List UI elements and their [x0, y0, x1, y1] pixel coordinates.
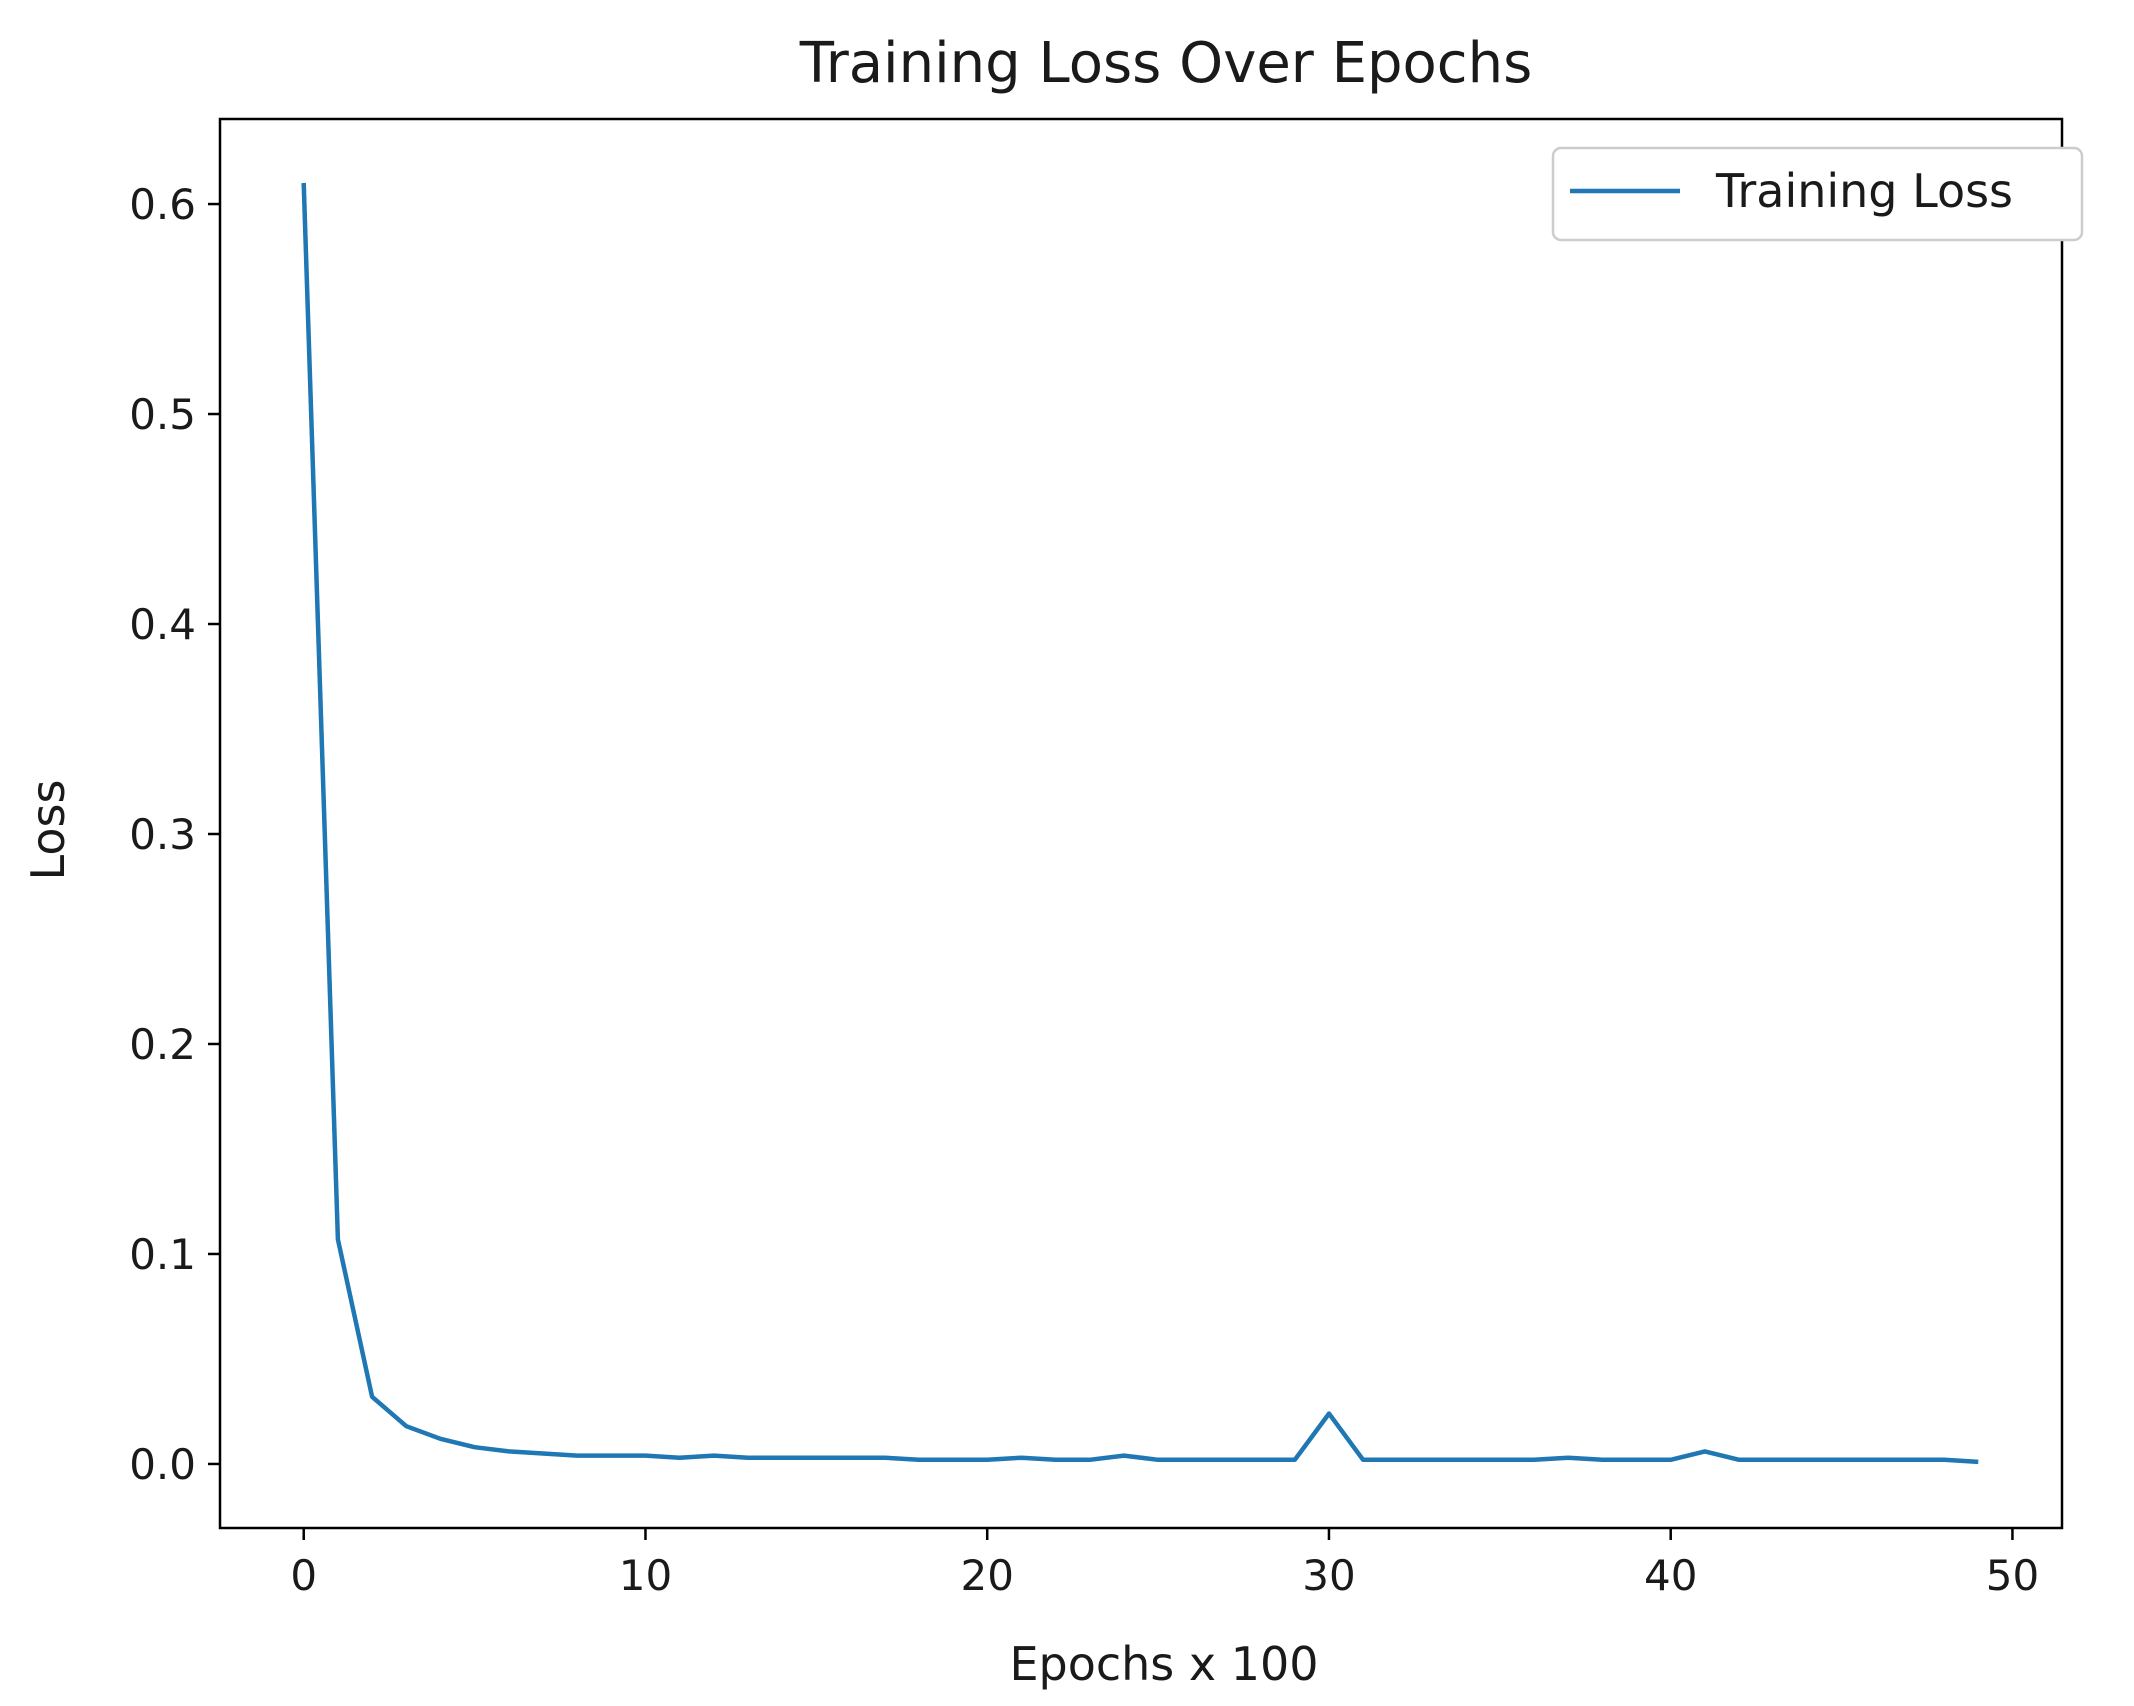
y-tick-label: 0.3	[129, 810, 196, 859]
series-layer	[301, 182, 1979, 1465]
x-tick-label: 40	[1644, 1551, 1697, 1600]
y-tick-label: 0.2	[129, 1020, 196, 1069]
plot-area	[218, 117, 2064, 1530]
axes-frame	[218, 117, 2064, 1530]
x-tick-label: 20	[960, 1551, 1013, 1600]
x-tick-label: 10	[619, 1551, 672, 1600]
y-tick-label: 0.5	[129, 390, 196, 439]
x-tick-label: 50	[1986, 1551, 2039, 1600]
y-tick-label: 0.0	[129, 1440, 196, 1489]
y-tick-label: 0.1	[129, 1230, 196, 1279]
x-tick-label: 0	[290, 1551, 317, 1600]
y-tick-label: 0.4	[129, 600, 196, 649]
legend-box	[1551, 146, 2084, 242]
x-axis-label: Epochs x 100	[1009, 1637, 1318, 1691]
y-axis-label: Loss	[21, 780, 75, 881]
x-tick-label: 30	[1302, 1551, 1355, 1600]
y-axis: 0.0 0.1 0.2 0.3 0.4 0.5 0.6	[129, 180, 220, 1489]
chart-title: Training Loss Over Epochs	[799, 31, 1533, 96]
y-tick-label: 0.6	[129, 180, 196, 229]
legend: Training Loss	[1551, 146, 2084, 242]
series-line-training-loss	[301, 182, 1979, 1465]
legend-label: Training Loss	[1715, 164, 2013, 218]
x-axis: 0 10 20 30 40 50	[290, 1528, 2039, 1600]
